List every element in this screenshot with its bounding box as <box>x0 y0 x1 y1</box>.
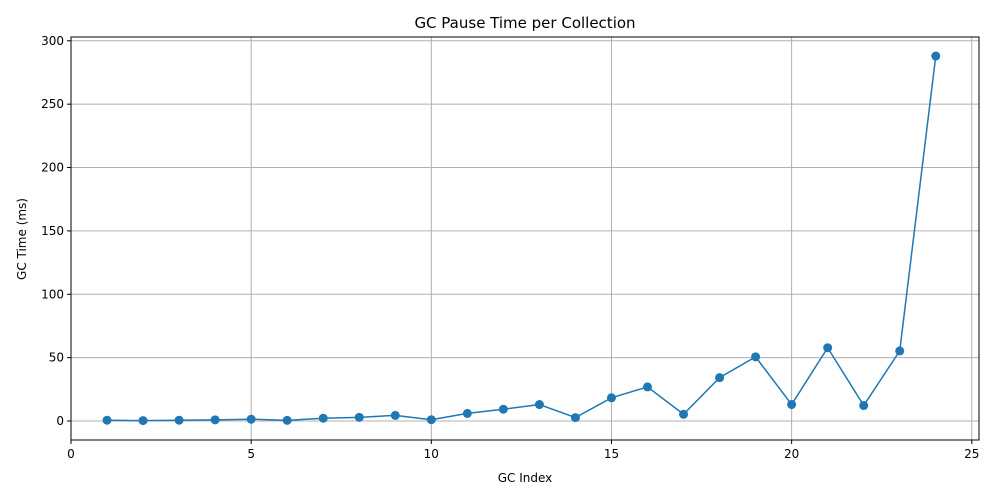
data-point <box>859 401 869 411</box>
data-point <box>931 51 941 61</box>
data-point <box>570 413 580 423</box>
data-point <box>606 393 616 403</box>
y-tick-label: 150 <box>41 224 64 238</box>
data-point <box>715 373 725 383</box>
data-point <box>751 352 761 362</box>
data-point <box>462 408 472 418</box>
x-tick-label: 0 <box>67 447 75 461</box>
x-tick-label: 25 <box>964 447 979 461</box>
y-tick-label: 200 <box>41 161 64 175</box>
x-tick-label: 5 <box>247 447 255 461</box>
y-tick-label: 50 <box>49 351 64 365</box>
data-point <box>823 343 833 353</box>
y-tick-label: 300 <box>41 34 64 48</box>
y-tick-label: 250 <box>41 97 64 111</box>
data-point <box>895 346 905 356</box>
y-axis-label: GC Time (ms) <box>15 198 29 280</box>
chart-title: GC Pause Time per Collection <box>414 14 635 32</box>
data-point <box>679 409 689 419</box>
data-point <box>174 415 184 425</box>
data-point <box>318 413 328 423</box>
data-point <box>138 416 148 426</box>
data-point <box>354 412 364 422</box>
x-axis-label: GC Index <box>498 471 553 485</box>
data-point <box>282 415 292 425</box>
plot-frame <box>70 36 980 441</box>
data-point <box>246 414 256 424</box>
data-point <box>102 415 112 425</box>
series-line <box>107 55 937 422</box>
data-point <box>426 415 436 425</box>
x-tick-label: 10 <box>424 447 439 461</box>
data-point <box>498 404 508 414</box>
y-tick-label: 0 <box>56 414 64 428</box>
x-tick-label: 20 <box>784 447 799 461</box>
data-point <box>643 382 653 392</box>
data-point <box>787 400 797 410</box>
grid-lines <box>70 37 979 440</box>
data-point <box>210 415 220 425</box>
data-point <box>390 410 400 420</box>
y-tick-label: 100 <box>41 287 64 301</box>
series-markers <box>102 51 941 426</box>
data-point <box>534 400 544 410</box>
x-tick-label: 15 <box>604 447 619 461</box>
